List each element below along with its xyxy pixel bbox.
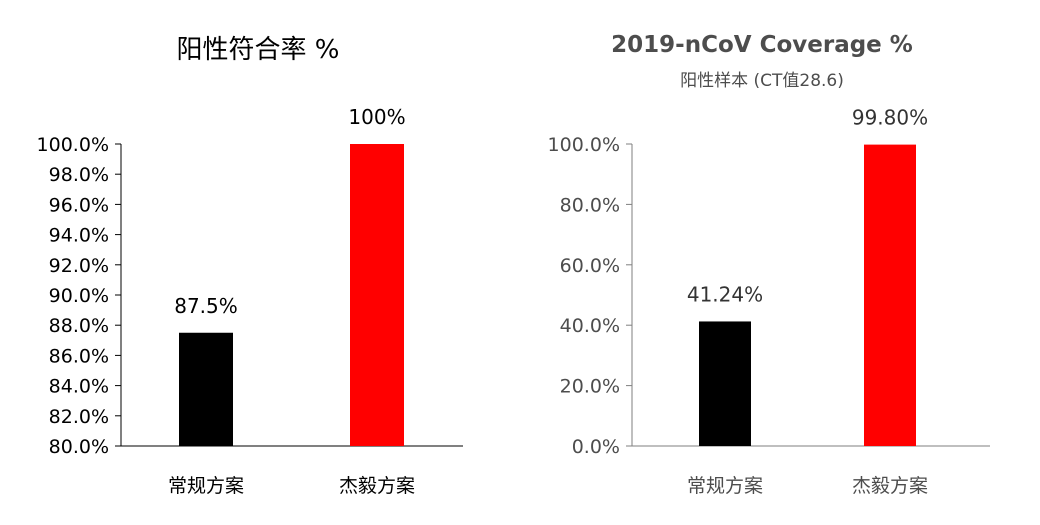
chart1-y-tick-label: 90.0% (49, 285, 109, 307)
chart2-bar (864, 144, 916, 446)
chart1-title: 阳性符合率 % (177, 35, 340, 65)
chart2-category-label: 常规方案 (687, 475, 763, 497)
chart2-category-label: 杰毅方案 (852, 475, 928, 497)
chart2-subtitle: 阳性样本 (CT值28.6) (680, 71, 844, 91)
chart2-data-label: 99.80% (852, 106, 928, 130)
chart2-y-tick-label: 60.0% (560, 255, 620, 277)
chart1-y-tick-label: 86.0% (49, 345, 109, 367)
chart1-bar (179, 332, 233, 446)
chart1-data-label: 100% (348, 105, 405, 129)
chart1-y-tick-label: 80.0% (49, 436, 109, 458)
chart1-y-tick-label: 94.0% (49, 225, 109, 247)
chart2-y-tick-label: 20.0% (560, 376, 620, 398)
chart1-y-tick-label: 100.0% (37, 134, 109, 156)
chart2-bar (699, 321, 751, 446)
chart1-bar (350, 144, 404, 446)
chart2-y-tick-label: 0.0% (572, 436, 620, 458)
chart1-y-tick-label: 82.0% (49, 406, 109, 428)
chart1-y-tick-label: 98.0% (49, 164, 109, 186)
chart1-y-tick-label: 88.0% (49, 315, 109, 337)
chart1-y-tick-label: 96.0% (49, 194, 109, 216)
chart2-data-label: 41.24% (687, 282, 763, 306)
chart2-y-tick-label: 100.0% (548, 134, 620, 156)
chart1-category-label: 常规方案 (168, 475, 244, 497)
chart2-y-tick-label: 80.0% (560, 194, 620, 216)
chart1-category-label: 杰毅方案 (339, 475, 415, 497)
chart1-y-tick-label: 92.0% (49, 255, 109, 277)
chart1-y-tick-label: 84.0% (49, 376, 109, 398)
chart2-title: 2019-nCoV Coverage % (611, 32, 913, 58)
chart2-y-tick-label: 40.0% (560, 315, 620, 337)
chart1-data-label: 87.5% (174, 294, 238, 318)
